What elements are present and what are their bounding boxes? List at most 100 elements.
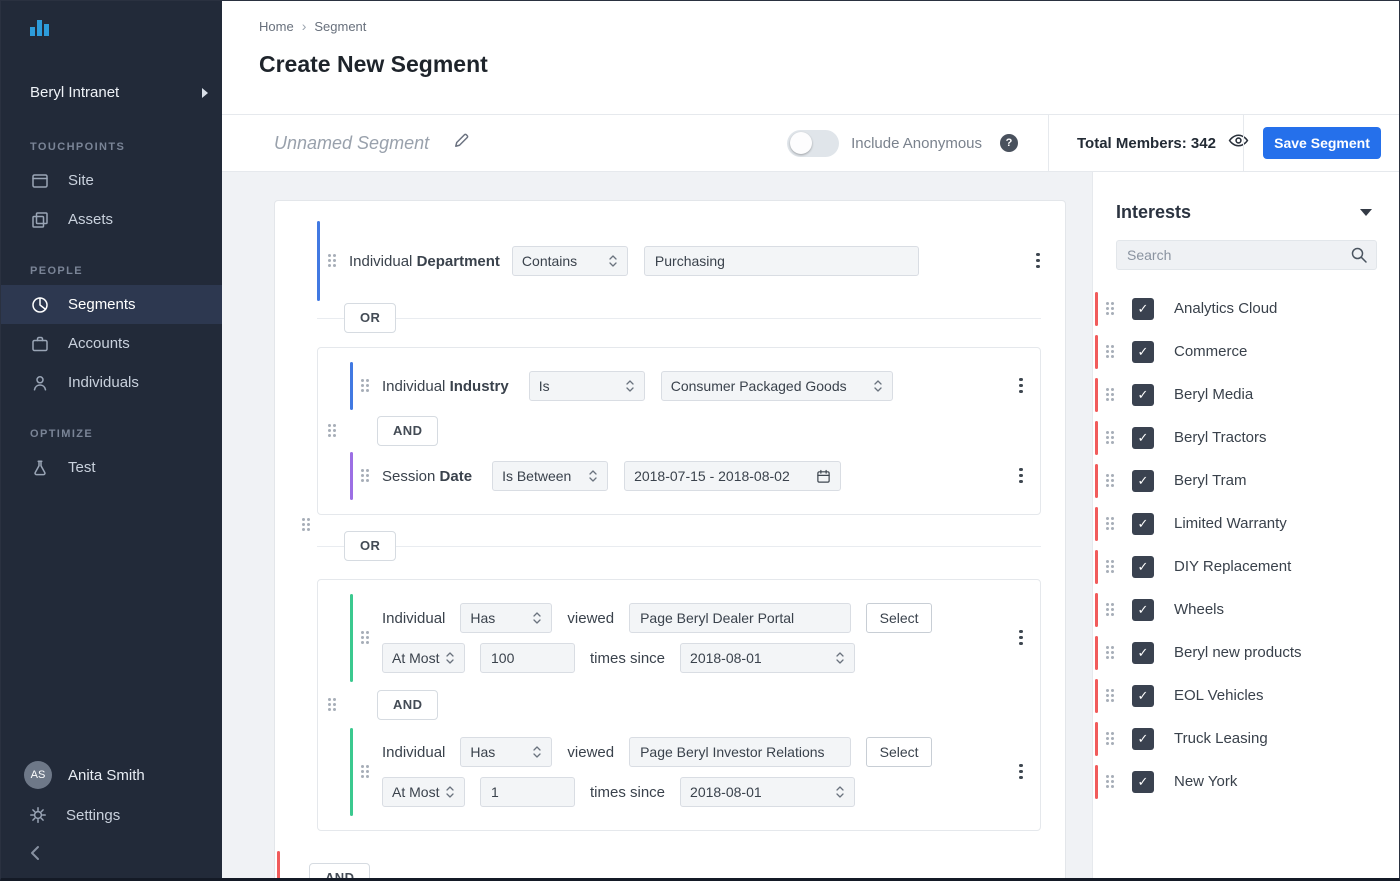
or-chip[interactable]: OR bbox=[344, 303, 397, 333]
preview-members-button[interactable] bbox=[1228, 133, 1249, 153]
drag-handle-icon[interactable] bbox=[328, 254, 337, 268]
drag-handle-icon[interactable] bbox=[302, 518, 311, 532]
drag-handle-icon[interactable] bbox=[1106, 516, 1115, 531]
sidebar-item-test[interactable]: Test bbox=[0, 448, 222, 487]
list-item[interactable]: Beryl Tram bbox=[1093, 459, 1400, 502]
sidebar-item-accounts[interactable]: Accounts bbox=[0, 324, 222, 363]
interest-label: Beryl Media bbox=[1174, 386, 1254, 403]
drag-handle-icon[interactable] bbox=[1106, 645, 1115, 660]
list-item[interactable]: Beryl Media bbox=[1093, 373, 1400, 416]
operator-select[interactable]: Contains bbox=[511, 246, 628, 276]
drag-handle-icon[interactable] bbox=[1106, 387, 1115, 402]
drag-handle-icon[interactable] bbox=[361, 469, 370, 483]
drag-handle-icon[interactable] bbox=[1106, 473, 1115, 488]
accent-bar bbox=[277, 851, 280, 881]
since-date-select[interactable]: 2018-08-01 bbox=[680, 643, 856, 673]
operator-select[interactable]: Is bbox=[528, 371, 645, 401]
chevron-right-icon bbox=[202, 87, 208, 98]
kebab-menu-icon[interactable] bbox=[1018, 629, 1024, 647]
include-anonymous-toggle[interactable] bbox=[787, 129, 840, 157]
kebab-menu-icon[interactable] bbox=[1018, 377, 1024, 395]
breadcrumb-home[interactable]: Home bbox=[259, 18, 294, 34]
interest-checkbox[interactable] bbox=[1132, 598, 1154, 621]
interest-checkbox[interactable] bbox=[1132, 770, 1154, 793]
sidebar-item-settings[interactable]: Settings bbox=[0, 795, 222, 835]
edit-name-button[interactable] bbox=[453, 132, 470, 154]
and-chip[interactable]: AND bbox=[377, 416, 439, 446]
interest-checkbox[interactable] bbox=[1132, 297, 1154, 320]
drag-handle-icon[interactable] bbox=[1106, 430, 1115, 445]
value-select[interactable]: Consumer Packaged Goods bbox=[660, 371, 893, 401]
has-select[interactable]: Has bbox=[460, 737, 553, 767]
target-input[interactable] bbox=[629, 603, 852, 633]
interest-checkbox[interactable] bbox=[1132, 512, 1154, 535]
since-date-select[interactable]: 2018-08-01 bbox=[680, 777, 856, 807]
and-chip[interactable]: AND bbox=[377, 690, 439, 720]
drag-handle-icon[interactable] bbox=[361, 765, 370, 779]
interest-checkbox[interactable] bbox=[1132, 383, 1154, 406]
sidebar-item-site[interactable]: Site bbox=[0, 161, 222, 200]
operator-select[interactable]: Is Between bbox=[492, 461, 609, 491]
drag-handle-icon[interactable] bbox=[1106, 301, 1115, 316]
list-item[interactable]: Truck Leasing bbox=[1093, 717, 1400, 760]
help-icon[interactable]: ? bbox=[1000, 134, 1018, 152]
drag-handle-icon[interactable] bbox=[1106, 774, 1115, 789]
interest-checkbox[interactable] bbox=[1132, 641, 1154, 664]
connector-and: AND bbox=[377, 416, 1024, 446]
drag-handle-icon[interactable] bbox=[328, 424, 337, 438]
sidebar-collapse-button[interactable] bbox=[0, 835, 222, 871]
segments-pie-icon bbox=[30, 295, 50, 315]
drag-handle-icon[interactable] bbox=[361, 631, 370, 645]
list-item[interactable]: Wheels bbox=[1093, 588, 1400, 631]
save-segment-button[interactable]: Save Segment bbox=[1263, 127, 1381, 159]
list-item[interactable]: Beryl Tractors bbox=[1093, 416, 1400, 459]
interest-checkbox[interactable] bbox=[1132, 426, 1154, 449]
value-input[interactable] bbox=[643, 246, 919, 276]
and-chip[interactable]: AND bbox=[309, 863, 371, 881]
sidebar-item-individuals[interactable]: Individuals bbox=[0, 363, 222, 402]
drag-handle-icon[interactable] bbox=[1106, 344, 1115, 359]
or-chip[interactable]: OR bbox=[344, 531, 397, 561]
frequency-value-input[interactable] bbox=[480, 643, 575, 673]
list-item[interactable]: DIY Replacement bbox=[1093, 545, 1400, 588]
select-target-button[interactable]: Select bbox=[866, 737, 933, 767]
list-item[interactable]: EOL Vehicles bbox=[1093, 674, 1400, 717]
list-item[interactable]: Commerce bbox=[1093, 330, 1400, 373]
drag-handle-icon[interactable] bbox=[1106, 602, 1115, 617]
kebab-menu-icon[interactable] bbox=[1018, 467, 1024, 485]
select-target-button[interactable]: Select bbox=[866, 603, 933, 633]
frequency-operator-select[interactable]: At Most bbox=[382, 643, 465, 673]
interest-checkbox[interactable] bbox=[1132, 555, 1154, 578]
sidebar-item-segments[interactable]: Segments bbox=[0, 285, 222, 324]
interest-checkbox[interactable] bbox=[1132, 340, 1154, 363]
interest-checkbox[interactable] bbox=[1132, 727, 1154, 750]
drag-handle-icon[interactable] bbox=[1106, 731, 1115, 746]
list-item[interactable]: Analytics Cloud bbox=[1093, 287, 1400, 330]
list-item[interactable]: Limited Warranty bbox=[1093, 502, 1400, 545]
drag-handle-icon[interactable] bbox=[328, 698, 337, 712]
kebab-menu-icon[interactable] bbox=[1018, 763, 1024, 781]
list-item[interactable]: Beryl new products bbox=[1093, 631, 1400, 674]
kebab-menu-icon[interactable] bbox=[1035, 252, 1041, 270]
interests-title: Interests bbox=[1116, 202, 1192, 222]
accent-bar bbox=[350, 452, 353, 500]
drag-handle-icon[interactable] bbox=[1106, 559, 1115, 574]
has-select[interactable]: Has bbox=[460, 603, 553, 633]
target-input[interactable] bbox=[629, 737, 852, 767]
sidebar-item-assets[interactable]: Assets bbox=[0, 200, 222, 239]
rule-canvas: Individual Department Contains OR bbox=[222, 172, 1092, 881]
search-input[interactable] bbox=[1116, 240, 1377, 270]
date-range-field[interactable]: 2018-07-15 - 2018-08-02 bbox=[624, 461, 842, 491]
total-members-section: Total Members: 342 bbox=[1048, 115, 1249, 171]
interests-search bbox=[1116, 240, 1377, 270]
frequency-value-input[interactable] bbox=[480, 777, 575, 807]
frequency-operator-select[interactable]: At Most bbox=[382, 777, 465, 807]
interest-checkbox[interactable] bbox=[1132, 684, 1154, 707]
drag-handle-icon[interactable] bbox=[361, 379, 370, 393]
interest-checkbox[interactable] bbox=[1132, 469, 1154, 492]
list-item[interactable]: New York bbox=[1093, 760, 1400, 803]
chevron-down-icon[interactable] bbox=[1360, 209, 1372, 216]
dataset-switcher[interactable]: Beryl Intranet bbox=[30, 84, 208, 101]
user-menu[interactable]: AS Anita Smith bbox=[0, 755, 222, 795]
drag-handle-icon[interactable] bbox=[1106, 688, 1115, 703]
